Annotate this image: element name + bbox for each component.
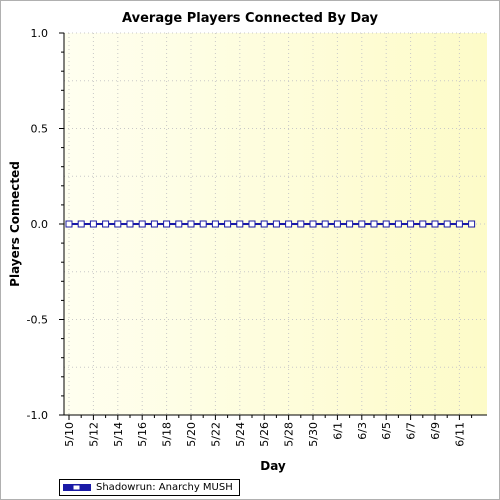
x-tick-label: 5/18 — [161, 422, 174, 447]
data-point — [370, 220, 378, 228]
y-tick-label: 0.5 — [31, 123, 49, 136]
data-point — [211, 220, 219, 228]
data-point — [419, 220, 427, 228]
x-tick-label: 5/26 — [258, 422, 271, 447]
x-tick-label: 5/14 — [112, 422, 125, 447]
x-tick-label: 6/1 — [331, 422, 344, 440]
data-point — [89, 220, 97, 228]
series-layer — [65, 220, 476, 228]
data-point — [333, 220, 341, 228]
x-tick-label: 5/12 — [87, 422, 100, 447]
y-axis-label: Players Connected — [8, 161, 22, 287]
data-point — [236, 220, 244, 228]
x-tick-label: 6/3 — [356, 422, 369, 440]
x-tick-label: 5/10 — [63, 422, 76, 447]
x-tick-label: 6/9 — [429, 422, 442, 440]
data-point — [468, 220, 476, 228]
data-point — [102, 220, 110, 228]
y-tick-label: -0.5 — [27, 314, 48, 327]
data-point — [65, 220, 73, 228]
data-point — [260, 220, 268, 228]
data-point — [187, 220, 195, 228]
data-point — [358, 220, 366, 228]
data-point — [138, 220, 146, 228]
x-tick-label: 6/7 — [405, 422, 418, 440]
data-point — [163, 220, 171, 228]
x-tick-label: 5/20 — [185, 422, 198, 447]
data-point — [382, 220, 390, 228]
data-point — [126, 220, 134, 228]
data-point — [455, 220, 463, 228]
y-tick-label: 1.0 — [31, 27, 49, 40]
data-point — [272, 220, 280, 228]
data-point — [297, 220, 305, 228]
data-point — [77, 220, 85, 228]
y-tick-label: 0.0 — [31, 218, 49, 231]
x-tick-label: 5/22 — [209, 422, 222, 447]
data-point — [443, 220, 451, 228]
x-tick-label: 6/11 — [453, 422, 466, 447]
data-point — [309, 220, 317, 228]
legend-label: Shadowrun: Anarchy MUSH — [96, 482, 233, 493]
data-point — [394, 220, 402, 228]
data-point — [346, 220, 354, 228]
data-point — [431, 220, 439, 228]
x-axis-label: Day — [260, 459, 286, 473]
x-axis-ticks: 5/10 5/12 5/14 5/16 5/18 5/20 5/22 5/24 5/26 5/28… — [63, 415, 473, 447]
data-point — [321, 220, 329, 228]
x-tick-label: 5/28 — [283, 422, 296, 447]
data-point — [407, 220, 415, 228]
data-point — [248, 220, 256, 228]
x-tick-label: 6/5 — [380, 422, 393, 440]
legend: Shadowrun: Anarchy MUSH — [59, 479, 240, 496]
data-point — [224, 220, 232, 228]
legend-swatch — [63, 484, 91, 491]
y-axis-ticks: 1.0 0.5 0.0 -0.5 -1.0 — [27, 27, 64, 422]
data-point — [285, 220, 293, 228]
y-tick-label: -1.0 — [27, 409, 48, 422]
chart-title: Average Players Connected By Day — [122, 11, 378, 26]
data-point — [199, 220, 207, 228]
x-tick-label: 5/16 — [136, 422, 149, 447]
data-point — [114, 220, 122, 228]
data-point — [150, 220, 158, 228]
x-tick-label: 5/30 — [307, 422, 320, 447]
x-tick-label: 5/24 — [234, 422, 247, 447]
data-point — [175, 220, 183, 228]
